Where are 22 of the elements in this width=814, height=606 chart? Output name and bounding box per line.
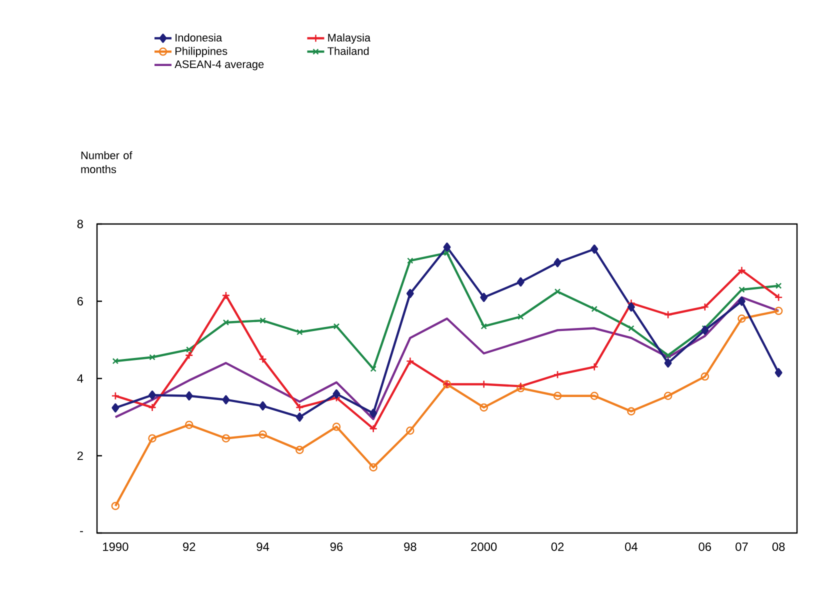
y-tick-label: - — [80, 531, 83, 532]
x-tick-label: 04 — [625, 542, 638, 551]
legend-label: ASEAN-4 average — [174, 60, 264, 70]
y-tick-label: 8 — [77, 220, 83, 228]
y-axis-title: Number of months — [81, 151, 132, 174]
legend-label: Malaysia — [328, 34, 371, 44]
legend-label: Indonesia — [176, 34, 222, 42]
x-tick-label: 02 — [551, 542, 564, 551]
x-tick-label: 1990 — [103, 542, 128, 551]
x-tick-label: 92 — [183, 542, 196, 551]
x-tick-label: 94 — [256, 542, 270, 551]
y-tick-label: 4 — [77, 374, 84, 383]
x-tick-label: 96 — [330, 542, 343, 551]
y-tick-label: 6 — [77, 297, 83, 306]
x-tick-label: 08 — [772, 542, 785, 551]
x-tick-label: 06 — [698, 542, 712, 551]
x-tick-label: 07 — [736, 542, 748, 551]
x-tick-label: 98 — [404, 542, 416, 551]
legend-label: Thailand — [328, 46, 369, 55]
legend-label: Philippines — [176, 46, 228, 58]
x-tick-label: 2000 — [471, 542, 497, 551]
y-tick-label: 2 — [77, 452, 83, 460]
